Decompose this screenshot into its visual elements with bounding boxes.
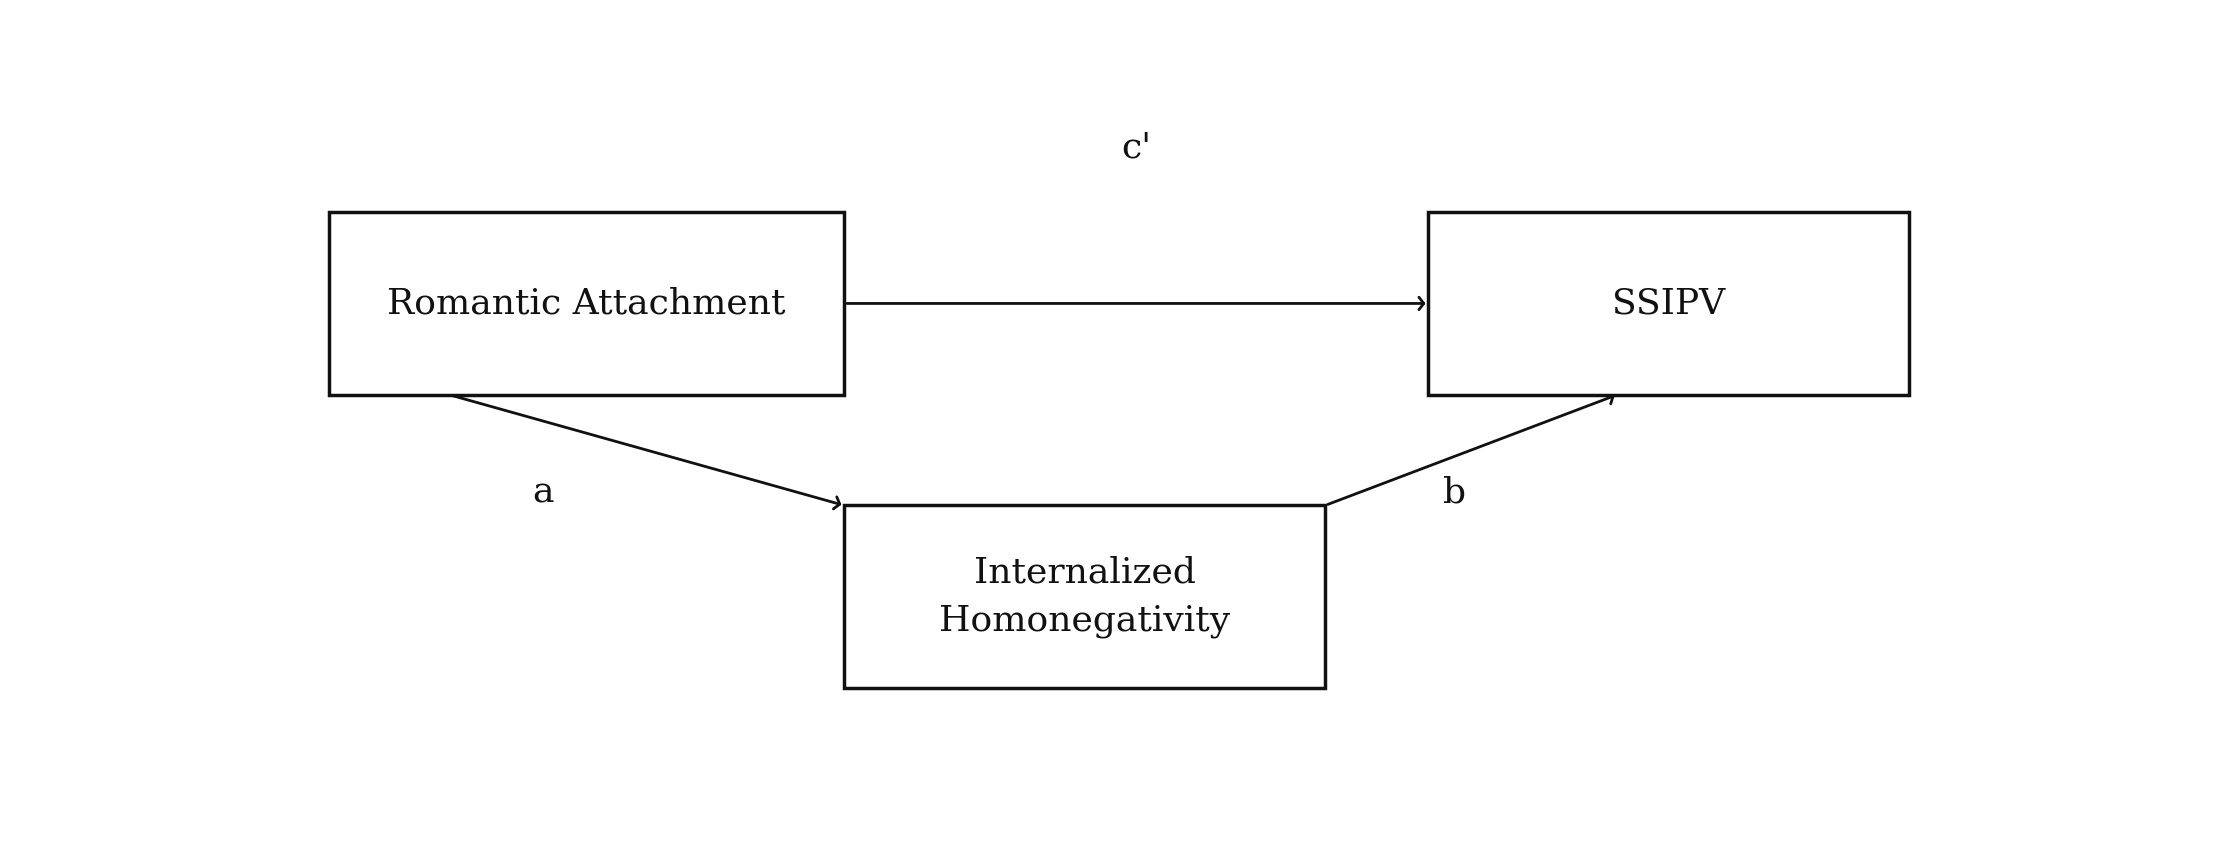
Text: SSIPV: SSIPV [1612, 287, 1725, 321]
FancyBboxPatch shape [845, 505, 1326, 688]
Text: Internalized
Homonegativity: Internalized Homonegativity [940, 556, 1230, 638]
FancyBboxPatch shape [1428, 212, 1909, 394]
FancyBboxPatch shape [328, 212, 845, 394]
Text: c': c' [1122, 130, 1151, 164]
Text: b: b [1443, 475, 1465, 509]
Text: a: a [532, 475, 554, 509]
Text: Romantic Attachment: Romantic Attachment [388, 287, 785, 321]
